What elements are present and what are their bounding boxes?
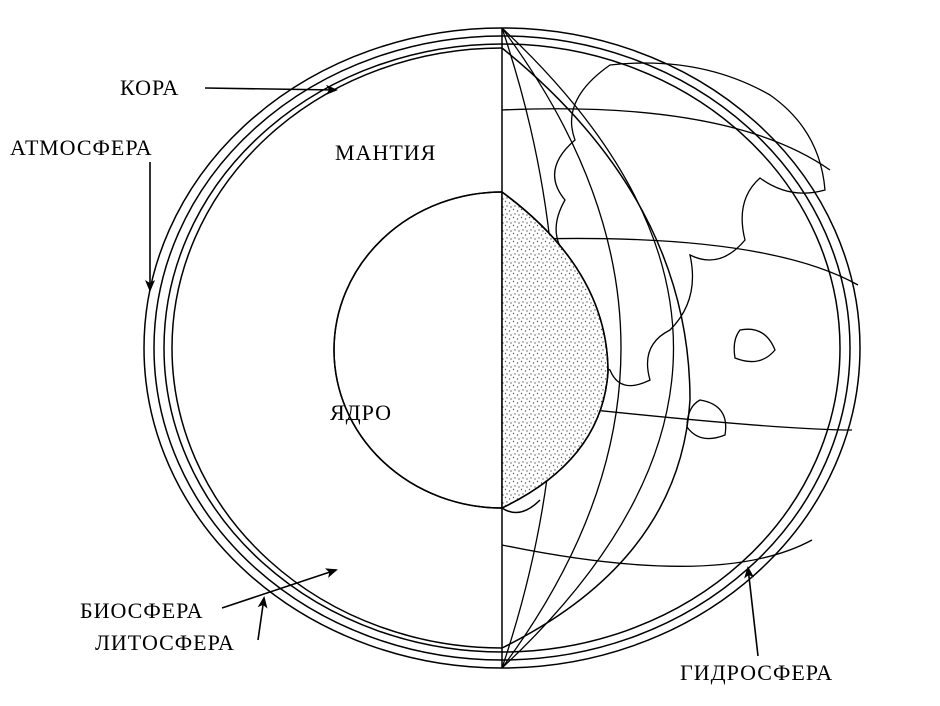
core-boundary-left [334, 192, 502, 508]
label-lithosphere: ЛИТОСФЕРА [95, 630, 235, 655]
callout-arrows [150, 88, 758, 656]
label-crust: КОРА [120, 75, 179, 100]
arrow-hydrosphere [748, 568, 758, 656]
core [334, 192, 608, 513]
arrow-crust [205, 88, 336, 90]
label-core: ЯДРО [330, 400, 392, 425]
label-biosphere: БИОСФЕРА [80, 598, 203, 623]
earth-structure-diagram: КОРА АТМОСФЕРА МАНТИЯ ЯДРО БИОСФЕРА ЛИТО… [0, 0, 940, 706]
label-mantle: МАНТИЯ [335, 140, 436, 165]
arrow-lithosphere [258, 598, 264, 640]
labels: КОРА АТМОСФЕРА МАНТИЯ ЯДРО БИОСФЕРА ЛИТО… [10, 75, 833, 685]
label-hydrosphere: ГИДРОСФЕРА [680, 660, 833, 685]
label-atmosphere: АТМОСФЕРА [10, 135, 153, 160]
